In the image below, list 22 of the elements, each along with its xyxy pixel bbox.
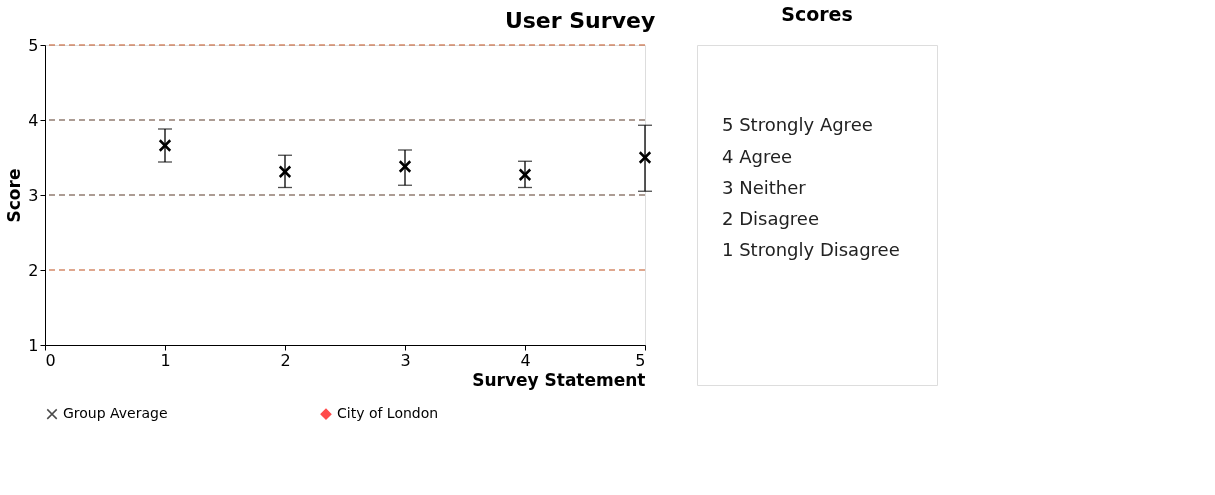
y-axis-title: Score [4, 168, 25, 223]
text: 1 Strongly Disagree [722, 239, 900, 261]
text: 2 Disagree [722, 208, 820, 229]
x-tick-label: 4 [520, 350, 531, 370]
text: 3 Neither [722, 176, 807, 198]
x-tick-label: 2 [280, 350, 291, 370]
chart-title: User Survey [504, 8, 656, 33]
x-tick-label: 0 [45, 350, 56, 370]
x-tick-label: 5 [635, 350, 646, 370]
y-tick-label: 3 [28, 185, 39, 205]
y-tick-label: 4 [28, 110, 39, 130]
legend-label: City of London [337, 405, 439, 422]
y-tick-label: 5 [28, 35, 39, 55]
x-tick-label: 1 [160, 350, 171, 370]
text: Scores [781, 3, 853, 25]
y-tick-label: 1 [28, 335, 39, 355]
legend-label: Group Average [63, 405, 168, 422]
text: 4 Agree [722, 145, 793, 167]
text: 5 Strongly Agree [722, 114, 873, 136]
x-tick-label: 3 [400, 350, 411, 370]
y-tick-label: 2 [28, 260, 39, 280]
x-axis-title: Survey Statement [472, 369, 646, 390]
